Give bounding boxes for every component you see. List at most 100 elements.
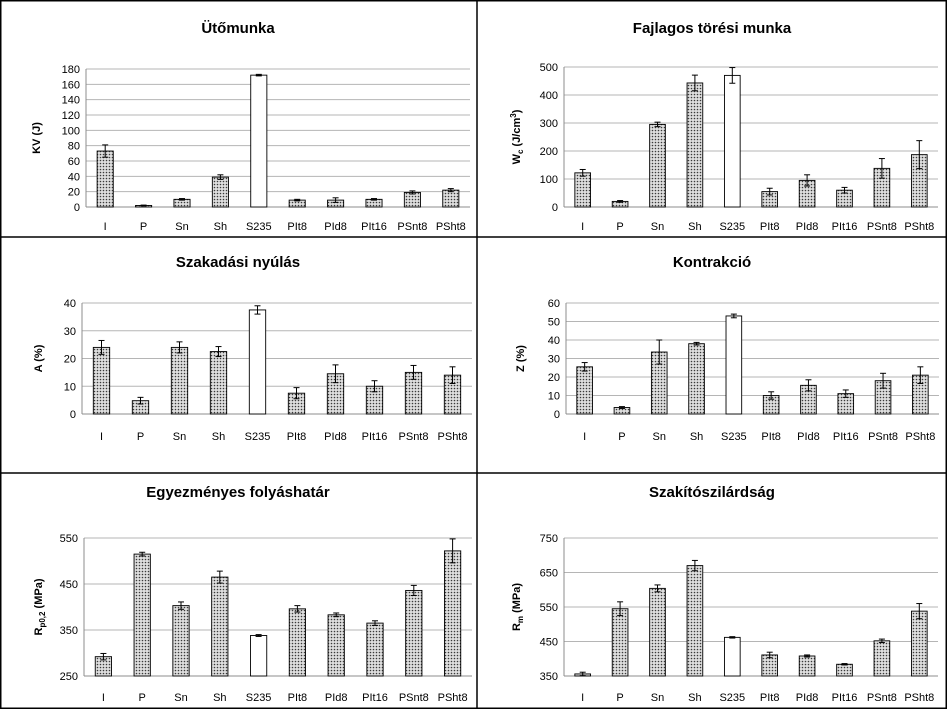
- error-bar: [654, 121, 661, 128]
- y-tick-label: 40: [548, 335, 560, 347]
- chart-title: Szakítószilárdság: [649, 484, 775, 501]
- x-tick-label: PId8: [324, 431, 347, 443]
- x-tick-label: Sh: [213, 692, 226, 704]
- y-axis-label-part: A (%): [33, 344, 45, 372]
- y-axis-label-part: Z (%): [515, 345, 527, 372]
- y-axis-label-part: 3: [509, 113, 518, 118]
- y-tick-label: 550: [540, 602, 558, 614]
- y-axis-label-part: (J/cm: [511, 118, 523, 150]
- x-tick-label: PSnt8: [867, 692, 897, 704]
- error-bar: [842, 389, 849, 398]
- y-tick-label: 60: [548, 298, 560, 310]
- error-bar: [333, 612, 340, 618]
- error-bar: [729, 636, 736, 639]
- x-tick-label: PId8: [797, 431, 820, 443]
- y-axis-label-part: ): [511, 109, 523, 113]
- x-tick-label: Sn: [653, 431, 666, 443]
- error-bar: [656, 339, 663, 365]
- y-axis-label: Rp0,2 (MPa): [33, 578, 47, 635]
- bar: [910, 610, 928, 677]
- x-tick-label: PIt8: [761, 431, 781, 443]
- y-axis-label-part: (MPa): [511, 583, 523, 616]
- x-tick-label: Sh: [690, 431, 703, 443]
- chart-title: Fajlagos törési munka: [633, 20, 792, 37]
- x-tick-label: PId8: [796, 221, 819, 233]
- bar: [649, 123, 666, 208]
- x-tick-label: PIt16: [362, 431, 388, 443]
- x-tick-label: S235: [246, 692, 272, 704]
- y-axis-label-part: p0,2: [38, 611, 47, 628]
- x-tick-label: PSht8: [904, 692, 934, 704]
- chart-title: Ütőmunka: [201, 20, 275, 37]
- bar: [250, 74, 268, 208]
- x-tick-label: PSht8: [438, 431, 468, 443]
- error-bar: [654, 584, 661, 593]
- x-tick-label: S235: [721, 431, 747, 443]
- error-bar: [581, 362, 588, 372]
- error-bar: [176, 341, 183, 354]
- x-tick-label: PSht8: [438, 692, 468, 704]
- y-axis-label-part: W: [511, 153, 523, 164]
- y-tick-label: 40: [64, 298, 76, 310]
- y-axis-label-part: (MPa): [33, 578, 45, 611]
- chart-panel: 350 450 550 650 750 I P Sn Sh S235 PIt8 PId8 PIt16 PS…: [511, 484, 938, 704]
- x-tick-label: PSht8: [436, 221, 466, 233]
- y-tick-label: 0: [554, 409, 560, 421]
- bar: [133, 553, 151, 677]
- error-bar: [841, 186, 848, 194]
- y-tick-label: 180: [62, 64, 80, 76]
- x-tick-label: PSht8: [905, 431, 935, 443]
- x-tick-label: Sn: [651, 692, 664, 704]
- y-tick-label: 750: [540, 533, 558, 545]
- error-bar: [917, 366, 924, 384]
- chart-panel: 250 350 450 550 I P Sn Sh S235 PIt8 PId8 PIt16 PSnt8…: [33, 484, 472, 704]
- x-tick-label: PSnt8: [868, 431, 898, 443]
- x-tick-label: P: [616, 221, 623, 233]
- bar: [209, 351, 228, 415]
- y-axis-label: A (%): [33, 344, 45, 372]
- x-tick-label: I: [100, 431, 103, 443]
- y-tick-label: 0: [552, 202, 558, 214]
- y-tick-label: 20: [64, 354, 76, 366]
- bar: [798, 655, 816, 677]
- error-bar: [215, 346, 222, 358]
- y-tick-label: 10: [548, 391, 560, 403]
- chart-panel: 0 10 20 30 40 I P Sn Sh S235 PIt8 PId8 PIt16 PSnt8 PSh…: [33, 254, 472, 443]
- y-tick-label: 400: [540, 90, 558, 102]
- bar: [172, 605, 190, 677]
- y-tick-label: 350: [60, 625, 78, 637]
- x-tick-label: Sh: [688, 221, 701, 233]
- error-bar: [766, 651, 773, 659]
- error-bar: [878, 638, 885, 644]
- error-bar: [449, 538, 456, 564]
- x-tick-label: PIt8: [760, 692, 780, 704]
- x-tick-label: S235: [246, 221, 272, 233]
- error-bar: [617, 200, 624, 203]
- error-bar: [137, 396, 144, 405]
- chart-panel: 0 10 20 30 40 50 60 I P Sn Sh S235 PIt8 PId8 PIt16 PSnt…: [515, 254, 939, 443]
- error-bar: [729, 67, 736, 84]
- y-axis-label-part: KV (J): [31, 122, 43, 154]
- error-bar: [617, 601, 624, 617]
- error-bar: [410, 364, 417, 380]
- error-bar: [372, 620, 378, 626]
- x-tick-label: PIt16: [832, 692, 858, 704]
- error-bar: [618, 406, 625, 409]
- x-tick-label: PSht8: [904, 221, 934, 233]
- error-bar: [878, 158, 885, 179]
- x-tick-label: PIt16: [361, 221, 387, 233]
- x-tick-label: PIt8: [288, 692, 308, 704]
- error-bar: [841, 663, 848, 666]
- y-axis-label-part: R: [33, 627, 45, 635]
- x-tick-label: I: [583, 431, 586, 443]
- error-bar: [216, 570, 223, 584]
- y-tick-label: 100: [62, 125, 80, 137]
- y-axis-label: Z (%): [515, 345, 527, 372]
- y-axis-label: Rm (MPa): [511, 583, 525, 631]
- y-tick-label: 20: [548, 372, 560, 384]
- error-bar: [804, 174, 811, 187]
- y-tick-label: 250: [60, 671, 78, 683]
